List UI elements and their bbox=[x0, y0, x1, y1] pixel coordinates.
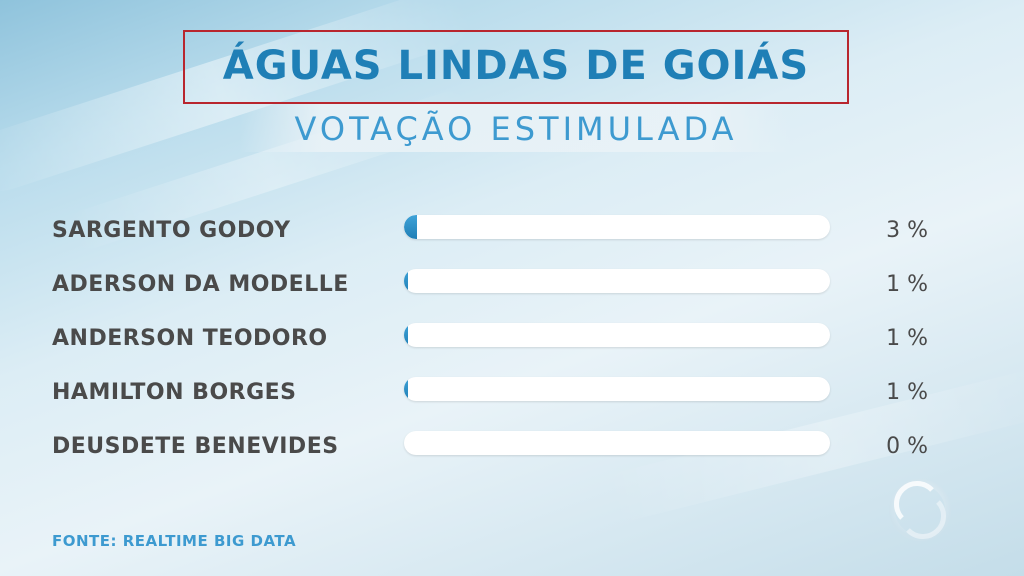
bar-label: SARGENTO GODOY bbox=[52, 218, 291, 243]
bar-value-label: 3 % bbox=[886, 218, 928, 243]
broadcaster-logo-icon bbox=[889, 479, 951, 541]
bar-label: ADERSON DA MODELLE bbox=[52, 272, 349, 297]
bar bbox=[404, 377, 409, 401]
bar bbox=[404, 269, 409, 293]
bar-track bbox=[404, 323, 830, 347]
bar bbox=[404, 215, 417, 239]
bar-track bbox=[404, 431, 830, 455]
bar-row: SARGENTO GODOY 3 % bbox=[0, 210, 1024, 250]
subtitle-backdrop bbox=[240, 104, 792, 152]
bar-row: DEUSDETE BENEVIDES 0 % bbox=[0, 426, 1024, 466]
bar-track bbox=[404, 269, 830, 293]
title-frame bbox=[183, 30, 849, 104]
bar-value-label: 1 % bbox=[886, 272, 928, 297]
bar-value-label: 0 % bbox=[886, 434, 928, 459]
bar-row: ANDERSON TEODORO 1 % bbox=[0, 318, 1024, 358]
bar-row: HAMILTON BORGES 1 % bbox=[0, 372, 1024, 412]
bar-value-label: 1 % bbox=[886, 326, 928, 351]
chart-title: ÁGUAS LINDAS DE GOIÁS bbox=[222, 43, 810, 89]
bar-track bbox=[404, 215, 830, 239]
bar-track bbox=[404, 377, 830, 401]
bar-row: ADERSON DA MODELLE 1 % bbox=[0, 264, 1024, 304]
chart-subtitle: VOTAÇÃO ESTIMULADA bbox=[294, 110, 738, 148]
bar bbox=[404, 323, 409, 347]
source-note: FONTE: REALTIME BIG DATA bbox=[52, 532, 297, 550]
bar-label: HAMILTON BORGES bbox=[52, 380, 297, 405]
bar-label: ANDERSON TEODORO bbox=[52, 326, 328, 351]
bar-value-label: 1 % bbox=[886, 380, 928, 405]
bar-label: DEUSDETE BENEVIDES bbox=[52, 434, 339, 459]
